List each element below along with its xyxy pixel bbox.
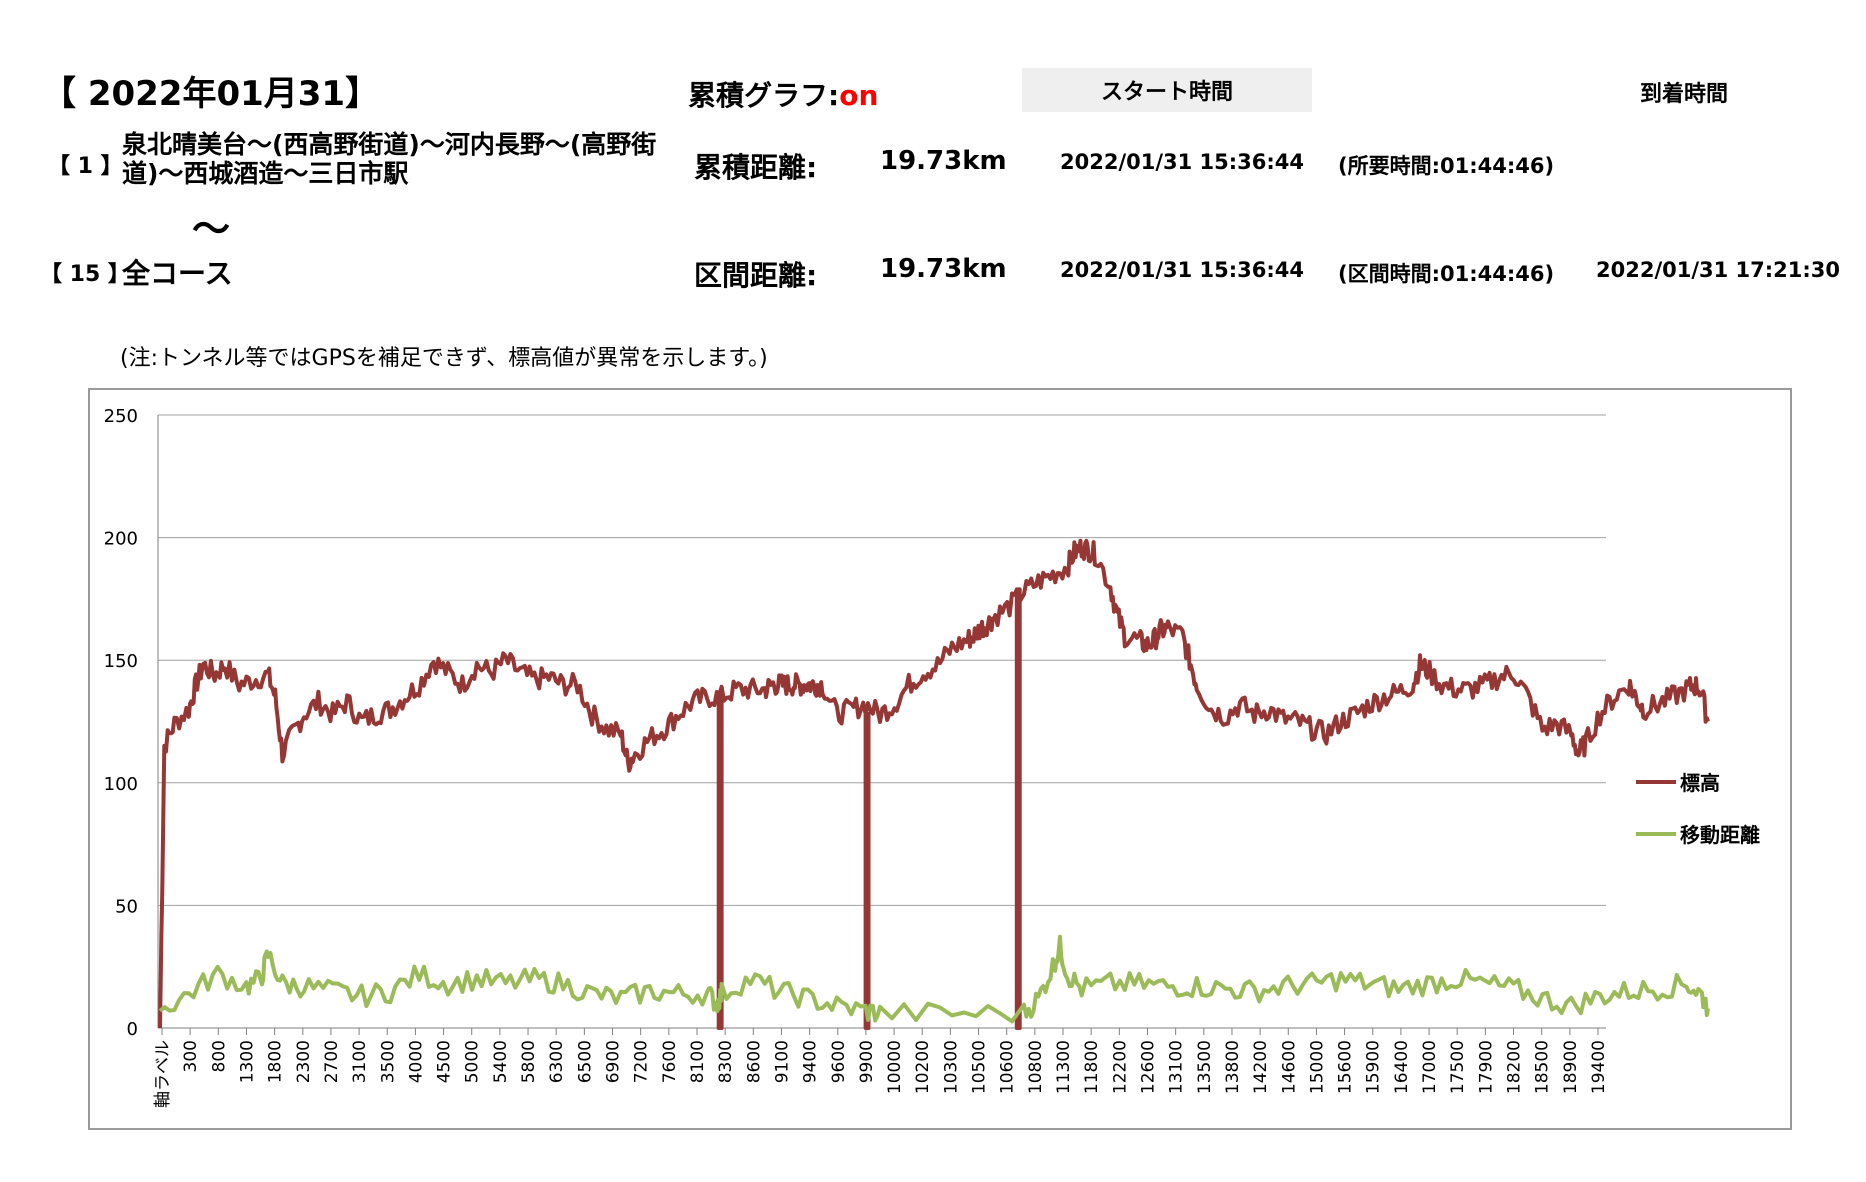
x-tick-label: 11800 — [1082, 1040, 1102, 1094]
x-tick-label: 17900 — [1476, 1040, 1496, 1094]
legend-label: 移動距離 — [1680, 823, 1760, 847]
x-tick-label: 5000 — [463, 1040, 483, 1083]
x-tick-label: 6500 — [575, 1040, 595, 1083]
x-tick-label: 300 — [181, 1040, 201, 1072]
x-tick-label: 9900 — [857, 1040, 877, 1083]
x-tick-label: 7200 — [632, 1040, 652, 1083]
section1-route: 泉北晴美台～(西高野街道)～河内長野～(高野街道)～西城酒造～三日市駅 — [122, 130, 657, 188]
x-tick-label: 16400 — [1392, 1040, 1412, 1094]
x-tick-label: 6900 — [604, 1040, 624, 1083]
x-tick-label: 7600 — [660, 1040, 680, 1083]
x-tick-label: 9100 — [772, 1040, 792, 1083]
x-tick-label: 13800 — [1223, 1040, 1243, 1094]
elevation-series-line — [158, 538, 1710, 1030]
x-tick-label: 19400 — [1589, 1040, 1609, 1094]
arrival-time: 2022/01/31 17:21:30 — [1596, 258, 1841, 282]
x-tick-label: 13500 — [1195, 1040, 1215, 1094]
section2-start-time: 2022/01/31 15:36:44 — [1060, 258, 1305, 282]
cumulative-distance-label: 累積距離: — [694, 151, 818, 184]
x-tick-label: 9400 — [801, 1040, 821, 1083]
x-tick-label: 4000 — [406, 1040, 426, 1083]
chart-frame — [88, 388, 1792, 1130]
section2-course: 全コース — [122, 257, 233, 290]
x-tick-label: 2300 — [294, 1040, 314, 1083]
x-tick-label: 15600 — [1336, 1040, 1356, 1094]
x-tick-label: 軸ラベル — [153, 1040, 173, 1108]
start-time-header: スタート時間 — [1022, 68, 1312, 112]
distance-series-line — [158, 934, 1710, 1024]
x-tick-label: 1300 — [237, 1040, 257, 1083]
arrival-time-header: 到着時間 — [1640, 82, 1729, 107]
date-title: 【 2022年01月31】 — [42, 74, 380, 114]
x-tick-label: 10800 — [1026, 1040, 1046, 1094]
x-tick-label: 2700 — [322, 1040, 342, 1083]
graph-state[interactable]: on — [839, 79, 879, 112]
cumulative-graph-toggle[interactable]: 累積グラフ:on — [688, 74, 878, 114]
x-tick-label: 8600 — [744, 1040, 764, 1083]
x-tick-label: 15900 — [1364, 1040, 1384, 1094]
y-tick-label: 100 — [104, 774, 138, 795]
x-tick-label: 17000 — [1420, 1040, 1440, 1094]
gps-note: (注:トンネル等ではGPSを補足できず、標高値が異常を示します。) — [120, 346, 768, 371]
x-tick-label: 3500 — [378, 1040, 398, 1083]
x-tick-label: 15000 — [1307, 1040, 1327, 1094]
x-tick-label: 10500 — [970, 1040, 990, 1094]
x-tick-label: 13100 — [1167, 1040, 1187, 1094]
y-tick-label: 50 — [115, 896, 138, 917]
x-tick-label: 18200 — [1505, 1040, 1525, 1094]
section-distance-value: 19.73km — [880, 254, 1007, 284]
y-tick-label: 0 — [127, 1019, 138, 1040]
x-tick-label: 18500 — [1533, 1040, 1553, 1094]
x-tick-label: 5400 — [491, 1040, 511, 1083]
section2-number: 【 15 】 — [40, 262, 130, 287]
y-tick-label: 200 — [104, 529, 138, 550]
legend-label: 標高 — [1680, 771, 1720, 795]
section2-duration: (区間時間:01:44:46) — [1338, 262, 1555, 286]
x-tick-label: 17500 — [1448, 1040, 1468, 1094]
x-tick-label: 5800 — [519, 1040, 539, 1083]
x-tick-label: 10300 — [941, 1040, 961, 1094]
graph-label: 累積グラフ: — [688, 79, 840, 112]
x-tick-label: 9600 — [829, 1040, 849, 1083]
section1-start-time: 2022/01/31 15:36:44 — [1060, 150, 1305, 174]
x-tick-label: 10600 — [998, 1040, 1018, 1094]
x-tick-label: 10000 — [885, 1040, 905, 1094]
x-tick-label: 4500 — [435, 1040, 455, 1083]
cumulative-distance-value: 19.73km — [880, 146, 1007, 176]
x-tick-label: 12200 — [1110, 1040, 1130, 1094]
x-tick-label: 14600 — [1279, 1040, 1299, 1094]
x-tick-label: 6300 — [547, 1040, 567, 1083]
section1-duration: (所要時間:01:44:46) — [1338, 154, 1555, 178]
range-tilde: ～ — [192, 207, 231, 251]
x-tick-label: 14200 — [1251, 1040, 1271, 1094]
section1-number: 【 1 】 — [48, 154, 123, 179]
y-tick-label: 150 — [104, 651, 138, 672]
x-tick-label: 12600 — [1138, 1040, 1158, 1094]
x-tick-label: 800 — [209, 1040, 229, 1072]
x-tick-label: 1800 — [266, 1040, 286, 1083]
y-tick-label: 250 — [104, 406, 138, 427]
x-tick-label: 18900 — [1561, 1040, 1581, 1094]
x-tick-label: 8100 — [688, 1040, 708, 1083]
x-tick-label: 11300 — [1054, 1040, 1074, 1094]
x-tick-label: 10200 — [913, 1040, 933, 1094]
section-distance-label: 区間距離: — [694, 259, 818, 292]
x-tick-label: 8300 — [716, 1040, 736, 1083]
x-tick-label: 3100 — [350, 1040, 370, 1083]
